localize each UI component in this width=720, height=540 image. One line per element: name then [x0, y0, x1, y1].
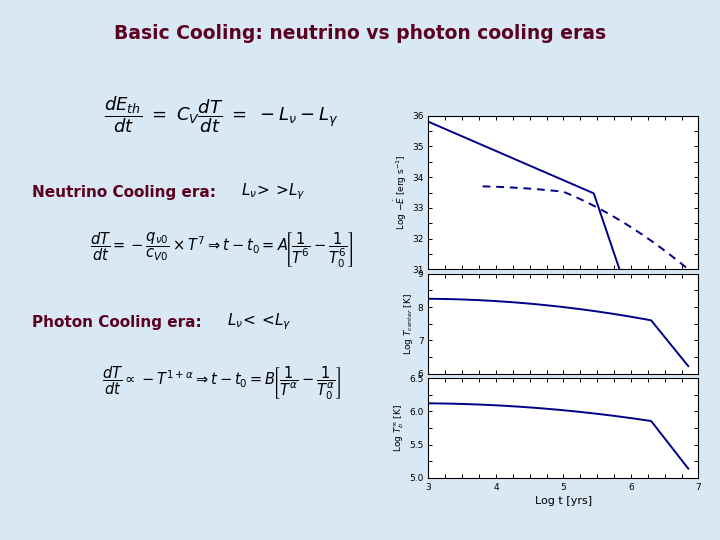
Text: $L_\nu\!<<\!L_\gamma$: $L_\nu\!<<\!L_\gamma$ — [227, 311, 292, 332]
Text: $\dfrac{dT}{dt} \propto -T^{1+\alpha}\Rightarrow t-t_0 = B\!\left[\dfrac{1}{T^\a: $\dfrac{dT}{dt} \propto -T^{1+\alpha}\Ri… — [102, 364, 341, 402]
Text: $\dfrac{dE_{th}}{dt}\ =\ C_V\dfrac{dT}{dt}\ =\ -L_\nu - L_\gamma$: $\dfrac{dE_{th}}{dt}\ =\ C_V\dfrac{dT}{d… — [104, 94, 338, 135]
Text: $L_\nu\!>>\!L_\gamma$: $L_\nu\!>>\!L_\gamma$ — [241, 181, 306, 202]
Y-axis label: Log $T_b^{\infty}$ [K]: Log $T_b^{\infty}$ [K] — [393, 404, 406, 452]
Text: $\dfrac{dT}{dt} = -\dfrac{q_{\nu 0}}{c_{V0}} \times T^7\Rightarrow t-t_0 = A\!\l: $\dfrac{dT}{dt} = -\dfrac{q_{\nu 0}}{c_{… — [89, 231, 354, 271]
Text: Basic Cooling: neutrino vs photon cooling eras: Basic Cooling: neutrino vs photon coolin… — [114, 24, 606, 43]
X-axis label: Log t [yrs]: Log t [yrs] — [535, 496, 592, 506]
Text: Photon Cooling era:: Photon Cooling era: — [32, 315, 202, 330]
Y-axis label: Log $T_{center}$ [K]: Log $T_{center}$ [K] — [402, 293, 415, 355]
Text: Neutrino Cooling era:: Neutrino Cooling era: — [32, 185, 217, 200]
Y-axis label: Log $-\dot{E}$ [erg s$^{-1}$]: Log $-\dot{E}$ [erg s$^{-1}$] — [393, 155, 409, 230]
